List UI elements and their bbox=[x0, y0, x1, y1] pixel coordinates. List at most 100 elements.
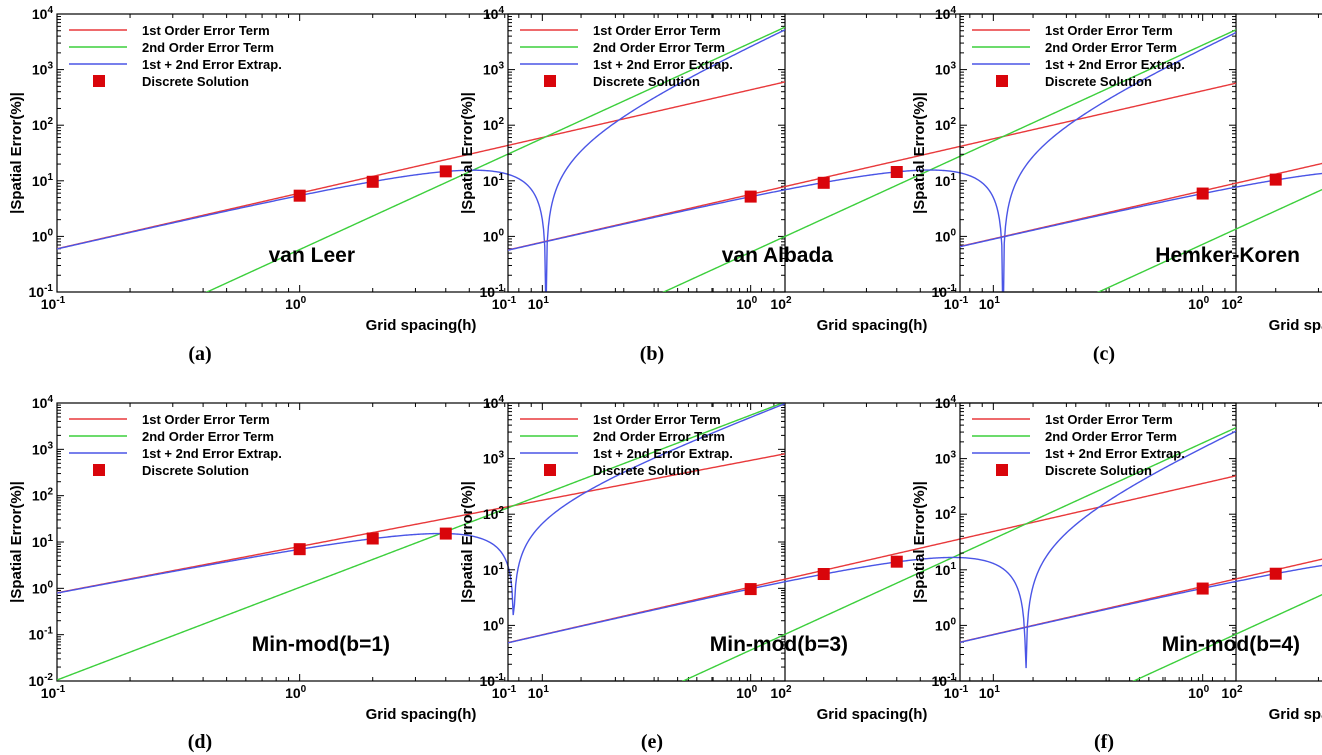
legend: 1st Order Error Term 2nd Order Error Term… bbox=[520, 412, 733, 478]
y-tick-label: 10-1 bbox=[932, 283, 957, 300]
series-extrap-line bbox=[57, 29, 785, 292]
curves bbox=[57, 403, 785, 681]
y-axis-title: |Spatial Error(%)| bbox=[459, 481, 476, 603]
y-tick-label: 101 bbox=[935, 561, 957, 578]
discrete-solution-marker bbox=[366, 532, 379, 545]
chart-panel-d: 10-1 100 101 10210-210-1100101102103104Grid… bbox=[8, 394, 792, 753]
series-extrap-line bbox=[508, 430, 1236, 669]
legend-label: 1st Order Error Term bbox=[593, 23, 721, 38]
x-tick-label: 10-1 bbox=[944, 684, 969, 701]
y-tick-label: 104 bbox=[935, 394, 957, 411]
series-2nd-order-line bbox=[57, 403, 785, 681]
legend: 1st Order Error Term 2nd Order Error Term… bbox=[520, 23, 733, 89]
axis-ticks bbox=[56, 402, 786, 682]
legend-label: 1st + 2nd Error Extrap. bbox=[1045, 57, 1185, 72]
legend-label: 1st Order Error Term bbox=[142, 23, 270, 38]
scheme-name-label: van Albada bbox=[722, 244, 834, 267]
legend-swatch-discrete bbox=[996, 464, 1008, 476]
curves bbox=[960, 558, 1322, 681]
discrete-solution-marker bbox=[1196, 187, 1209, 200]
legend-swatch-discrete bbox=[93, 75, 105, 87]
series-2nd-order-line bbox=[205, 26, 785, 292]
chart-panel-a: 10-1 100 101 102 10-1 100 101 102 103 104 Grid spa… bbox=[8, 5, 792, 365]
x-tick-label: 101 bbox=[979, 295, 1001, 312]
axis-ticks bbox=[959, 402, 1319, 682]
y-axis-title: |Spatial Error(%)| bbox=[8, 481, 25, 603]
x-tick-label: 102 bbox=[1221, 295, 1243, 312]
y-tick-label: 103 bbox=[483, 450, 505, 467]
legend-label: 2nd Order Error Term bbox=[142, 429, 274, 444]
legend-swatch-discrete bbox=[996, 75, 1008, 87]
axis-ticks bbox=[56, 13, 786, 293]
x-axis-title: Grid spacing(h) bbox=[817, 706, 928, 723]
y-tick-label: 102 bbox=[32, 116, 54, 133]
panel-caption: (f) bbox=[1094, 731, 1114, 753]
legend: 1st Order Error Term 2nd Order Error Term… bbox=[972, 412, 1185, 478]
x-tick-label: 10-1 bbox=[41, 295, 66, 312]
legend: 1st Order Error Term 2nd Order Error Term… bbox=[972, 23, 1185, 89]
x-tick-label: 101 bbox=[528, 295, 550, 312]
series-1st-order-line bbox=[57, 81, 785, 250]
legend-label: Discrete Solution bbox=[142, 463, 249, 478]
y-tick-label: 102 bbox=[483, 116, 505, 133]
series-extrap-line bbox=[57, 403, 785, 616]
plot-frame bbox=[56, 13, 786, 293]
y-axis-title: |Spatial Error(%)| bbox=[8, 92, 25, 214]
legend-label: 1st Order Error Term bbox=[1045, 23, 1173, 38]
y-tick-label: 103 bbox=[935, 450, 957, 467]
y-tick-label: 10-1 bbox=[480, 672, 505, 689]
discrete-solution-marker bbox=[817, 176, 830, 189]
discrete-solution-marker bbox=[890, 555, 903, 568]
x-tick-label: 101 bbox=[979, 684, 1001, 701]
y-tick-label: 104 bbox=[32, 5, 54, 22]
y-tick-label: 101 bbox=[483, 561, 505, 578]
y-tick-label: 101 bbox=[935, 172, 957, 189]
legend-label: Discrete Solution bbox=[1045, 463, 1152, 478]
y-tick-label: 100 bbox=[483, 616, 505, 633]
y-tick-label: 100 bbox=[483, 227, 505, 244]
series-extrap-line bbox=[960, 172, 1322, 248]
panel-caption: (b) bbox=[640, 343, 664, 365]
discrete-solution-marker bbox=[744, 190, 757, 203]
y-axis-title: |Spatial Error(%)| bbox=[459, 92, 476, 214]
y-tick-label: 102 bbox=[935, 505, 957, 522]
y-tick-label: 104 bbox=[32, 394, 54, 411]
x-tick-label: 10-1 bbox=[41, 684, 66, 701]
chart-panel-e: 10-1 100 101 102 10-1 100 101 102 103 104 Grid spa… bbox=[459, 394, 1243, 753]
y-tick-label: 102 bbox=[483, 505, 505, 522]
x-tick-label: 102 bbox=[1221, 684, 1243, 701]
panel-caption: (a) bbox=[188, 343, 211, 365]
series-2nd-order-line bbox=[681, 427, 1236, 681]
x-tick-label: 102 bbox=[770, 295, 792, 312]
y-tick-label: 100 bbox=[935, 616, 957, 633]
legend-label: 2nd Order Error Term bbox=[593, 40, 725, 55]
x-tick-label: 10-1 bbox=[492, 295, 517, 312]
series-extrap-line bbox=[960, 564, 1322, 644]
curves bbox=[508, 427, 1236, 681]
plot-frame bbox=[507, 402, 1237, 682]
discrete-solution-marker bbox=[293, 543, 306, 556]
plot-frame bbox=[959, 13, 1322, 293]
plot-frame bbox=[507, 13, 1237, 293]
y-tick-label: 100 bbox=[935, 227, 957, 244]
plot-frame bbox=[959, 402, 1322, 682]
discrete-solution-marker bbox=[744, 583, 757, 596]
y-tick-label: 10-1 bbox=[480, 283, 505, 300]
y-tick-label: 10-1 bbox=[29, 283, 54, 300]
legend-label: 1st Order Error Term bbox=[1045, 412, 1173, 427]
discrete-solution-marker bbox=[817, 568, 830, 581]
x-tick-label: 100 bbox=[285, 295, 307, 312]
x-axis-title: Grid spacing(h) bbox=[366, 317, 477, 334]
discrete-solution-marker bbox=[890, 165, 903, 178]
legend-label: Discrete Solution bbox=[142, 74, 249, 89]
scheme-name-label: Min-mod(b=1) bbox=[252, 633, 390, 656]
panel-caption: (e) bbox=[641, 731, 663, 753]
legend-label: 1st Order Error Term bbox=[142, 412, 270, 427]
discrete-solution-marker bbox=[439, 527, 452, 540]
discrete-solution-marker bbox=[293, 189, 306, 202]
legend-label: 2nd Order Error Term bbox=[1045, 429, 1177, 444]
legend: 1st Order Error Term 2nd Order Error Term… bbox=[69, 23, 282, 89]
y-tick-label: 10-2 bbox=[29, 672, 54, 689]
y-tick-label: 101 bbox=[32, 533, 54, 550]
